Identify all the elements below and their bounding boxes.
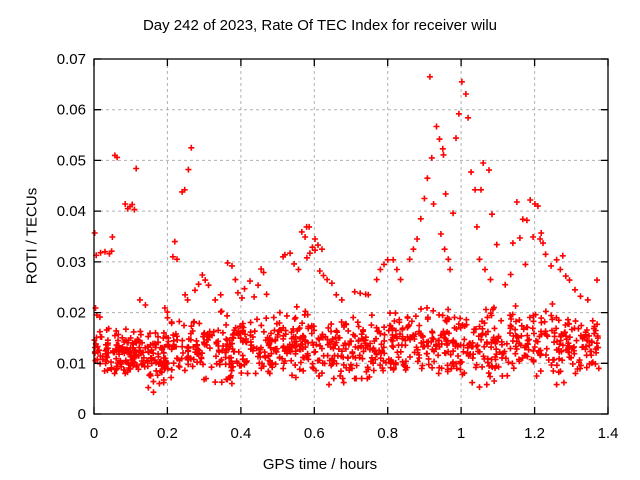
x-tick-label: 1 bbox=[457, 425, 465, 442]
data-points bbox=[91, 73, 602, 396]
y-tick-label: 0.04 bbox=[57, 203, 86, 220]
x-tick-labels: 0 0.2 0.4 0.6 0.8 1 1.2 1.4 bbox=[90, 425, 619, 442]
x-tick-label: 0.2 bbox=[157, 425, 178, 442]
y-tick-label: 0.01 bbox=[57, 355, 86, 372]
chart-title: Day 242 of 2023, Rate Of TEC Index for r… bbox=[142, 17, 498, 34]
x-tick-label: 0 bbox=[90, 425, 98, 442]
x-tick-label: 0.8 bbox=[377, 425, 398, 442]
y-tick-label: 0.02 bbox=[57, 305, 86, 322]
axis-ticks bbox=[93, 58, 609, 415]
y-tick-label: 0.03 bbox=[57, 254, 86, 271]
x-tick-label: 0.6 bbox=[304, 425, 325, 442]
plot-border bbox=[93, 58, 609, 415]
y-tick-label: 0.07 bbox=[57, 51, 86, 68]
x-axis-label: GPS time / hours bbox=[262, 456, 378, 473]
x-tick-label: 1.4 bbox=[598, 425, 619, 442]
x-tick-label: 0.4 bbox=[230, 425, 251, 442]
y-tick-labels: 0 0.01 0.02 0.03 0.04 0.05 0.06 0.07 bbox=[57, 51, 86, 423]
y-tick-label: 0.06 bbox=[57, 102, 86, 119]
y-tick-label: 0 bbox=[78, 406, 86, 423]
x-tick-label: 1.2 bbox=[524, 425, 545, 442]
y-tick-label: 0.05 bbox=[57, 152, 86, 169]
